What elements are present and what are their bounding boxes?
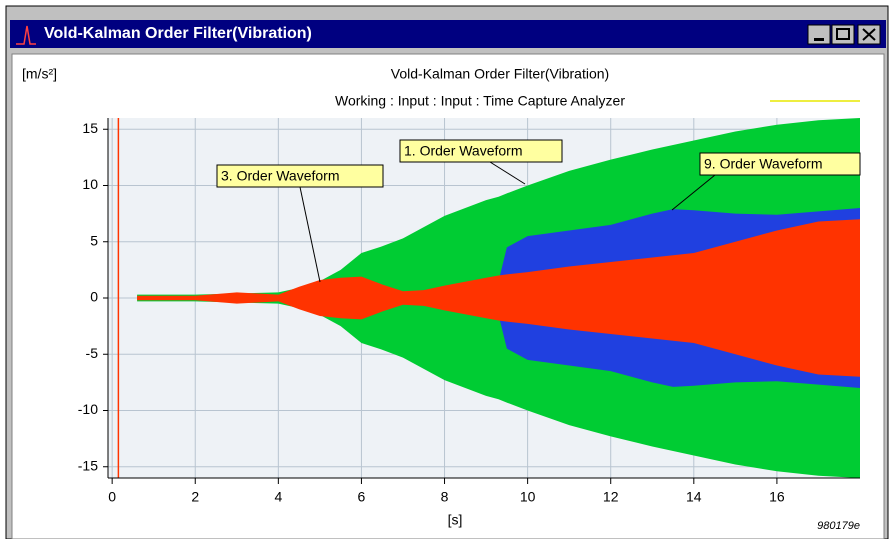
title-bar xyxy=(10,20,886,48)
plot xyxy=(108,118,860,478)
close-icon xyxy=(862,28,876,41)
window-title: Vold-Kalman Order Filter(Vibration) xyxy=(44,25,312,42)
annotation-leader xyxy=(671,174,716,211)
y-tick-label: -5 xyxy=(86,345,99,361)
annotation-leader xyxy=(489,161,526,185)
annotation-box xyxy=(399,139,563,163)
annotation-leader xyxy=(299,186,321,283)
annotation-label: 1. Order Waveform xyxy=(404,143,523,159)
x-tick-label: 2 xyxy=(191,489,199,505)
y-tick-label: 0 xyxy=(90,289,98,305)
footnote: 980179e xyxy=(817,520,860,532)
maximize-icon xyxy=(836,28,850,40)
app-icon xyxy=(16,25,36,45)
y-tick-label: -10 xyxy=(78,401,98,417)
x-tick-label: 0 xyxy=(108,489,116,505)
window-buttons[interactable] xyxy=(807,24,881,45)
x-tick-label: 14 xyxy=(686,489,702,505)
chart-subtitle: Working : Input : Input : Time Capture A… xyxy=(335,93,625,109)
annotation-label: 3. Order Waveform xyxy=(221,168,340,184)
x-tick-label: 6 xyxy=(358,489,366,505)
envelope-upper xyxy=(137,219,860,298)
chart-title: Vold-Kalman Order Filter(Vibration) xyxy=(391,66,609,82)
y-tick-label: -15 xyxy=(78,457,98,473)
annotation-box xyxy=(699,152,861,176)
y-tick-label: 5 xyxy=(90,232,98,248)
x-tick-label: 16 xyxy=(769,489,785,505)
minimize-button[interactable] xyxy=(807,24,831,45)
x-tick-label: 4 xyxy=(274,489,282,505)
minimize-icon xyxy=(814,38,824,41)
annotation-box xyxy=(216,164,384,188)
x-tick-label: 12 xyxy=(603,489,619,505)
x-tick-label: 10 xyxy=(520,489,536,505)
y-tick-label: 10 xyxy=(82,176,98,192)
y-tick-label: 15 xyxy=(82,120,98,136)
x-tick-label: 8 xyxy=(441,489,449,505)
envelope-lower xyxy=(137,298,860,377)
x-axis-label: [s] xyxy=(448,512,463,528)
annotation-label: 9. Order Waveform xyxy=(704,156,823,172)
y-axis-label: [m/s²] xyxy=(22,66,57,82)
maximize-button[interactable] xyxy=(831,24,855,45)
